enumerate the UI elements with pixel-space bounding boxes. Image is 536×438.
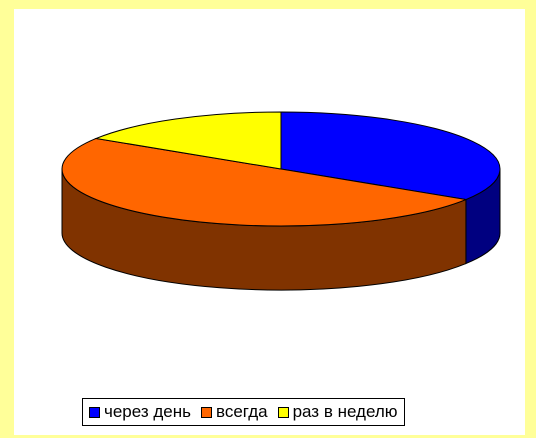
legend-item-vsegda: всегда <box>200 402 268 422</box>
pie-slice-1 <box>61 137 468 227</box>
legend-item-cherez-den: через день <box>89 402 191 422</box>
legend-swatch-blue <box>89 406 100 418</box>
legend: через день всегда раз в неделю <box>82 398 405 426</box>
legend-label-raz-v-nedelyu: раз в неделю <box>292 402 398 421</box>
pie-slice-2 <box>94 111 282 170</box>
legend-swatch-yellow <box>277 406 289 418</box>
pie-tops <box>61 111 501 227</box>
legend-item-raz-v-nedelyu: раз в неделю <box>277 402 398 422</box>
legend-swatch-orange <box>200 406 212 418</box>
legend-label-cherez-den: через день <box>104 402 191 421</box>
legend-label-vsegda: всегда <box>215 402 268 421</box>
